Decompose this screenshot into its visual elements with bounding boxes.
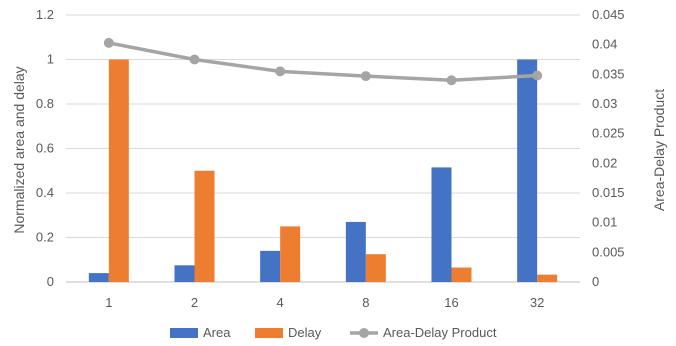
x-tick-label: 1 xyxy=(105,295,112,310)
area-bar xyxy=(345,221,366,282)
x-tick-label: 4 xyxy=(277,295,284,310)
area-bar xyxy=(260,250,281,282)
adp-point xyxy=(189,54,200,65)
adp-point xyxy=(275,66,286,77)
y-tick-label: 0.6 xyxy=(36,141,54,156)
y2-tick-label: 0.005 xyxy=(592,244,625,259)
bars xyxy=(88,59,558,282)
adp-series-line xyxy=(108,41,538,83)
area-bar xyxy=(88,273,109,282)
y-tick-label: 0.4 xyxy=(36,185,54,200)
y-tick-label: 0.2 xyxy=(36,230,54,245)
y-tick-label: 0 xyxy=(47,274,54,289)
y-tick-label: 1 xyxy=(47,52,54,67)
adp-point xyxy=(103,37,114,48)
y-axis-right-ticks: 0 0.005 0.01 0.015 0.02 0.025 0.03 0.035 0.04 0.0… xyxy=(592,7,625,289)
delay-bar xyxy=(365,254,386,282)
legend-label: Delay xyxy=(288,325,322,340)
y2-tick-label: 0.04 xyxy=(592,37,617,52)
y2-tick-label: 0.015 xyxy=(592,185,625,200)
y-tick-label: 1.2 xyxy=(36,7,54,22)
area-bar xyxy=(517,59,538,282)
delay-legend-swatch xyxy=(255,328,283,338)
y-tick-label: 0.8 xyxy=(36,96,54,111)
delay-bar xyxy=(194,170,215,282)
legend-label: Area xyxy=(203,325,231,340)
y2-tick-label: 0.045 xyxy=(592,7,625,22)
legend-label: Area-Delay Product xyxy=(383,325,497,340)
y2-tick-label: 0.03 xyxy=(592,96,617,111)
area-legend-swatch xyxy=(170,328,198,338)
y-axis-left-title: Normalized area and delay xyxy=(11,66,27,233)
y-axis-left-ticks: 0 0.2 0.4 0.6 0.8 1 1.2 xyxy=(36,7,54,289)
y2-tick-label: 0.035 xyxy=(592,66,625,81)
gridlines xyxy=(66,14,580,283)
y-axis-right-title: Area-Delay Product xyxy=(651,89,667,211)
adp-line xyxy=(103,37,543,86)
y2-tick-label: 0.02 xyxy=(592,155,617,170)
delay-bar xyxy=(451,267,472,282)
x-tick-label: 2 xyxy=(191,295,198,310)
delay-bar xyxy=(280,226,301,282)
x-tick-label: 32 xyxy=(530,295,544,310)
x-tick-label: 16 xyxy=(444,295,458,310)
area-bar xyxy=(431,167,452,282)
x-axis-ticks: 1 2 4 8 16 32 xyxy=(105,295,544,310)
adp-point xyxy=(532,70,543,81)
adp-legend-marker xyxy=(359,328,369,338)
delay-bar xyxy=(108,59,129,282)
adp-point xyxy=(360,71,371,82)
y2-tick-label: 0 xyxy=(592,274,599,289)
y2-tick-label: 0.01 xyxy=(592,215,617,230)
legend: Area Delay Area-Delay Product xyxy=(170,325,497,340)
area-bar xyxy=(174,265,195,282)
delay-bar xyxy=(537,274,558,282)
adp-point xyxy=(446,75,457,86)
y2-tick-label: 0.025 xyxy=(592,126,625,141)
x-tick-label: 8 xyxy=(362,295,369,310)
